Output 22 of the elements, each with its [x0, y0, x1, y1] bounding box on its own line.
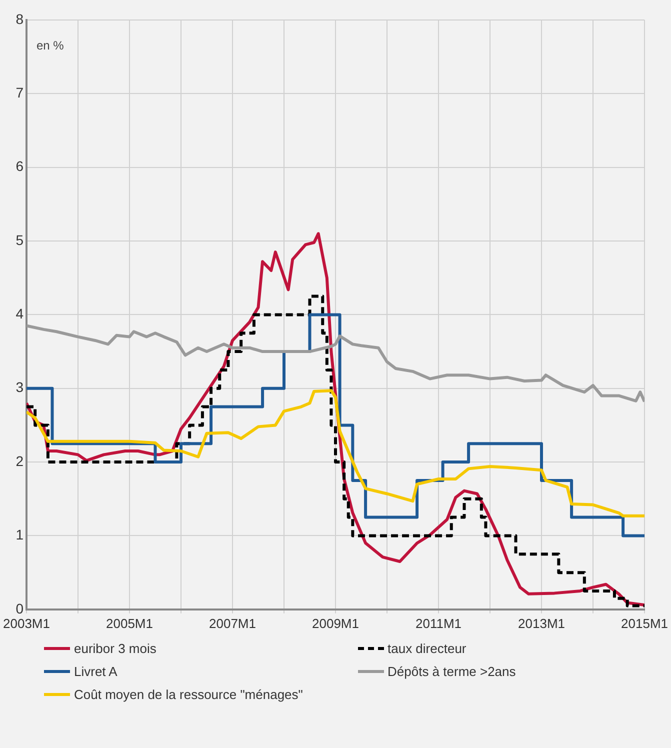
legend-label: Dépôts à terme >2ans — [388, 664, 516, 679]
x-tick-label: 2007M1 — [209, 616, 256, 631]
x-tick-label: 2009M1 — [312, 616, 359, 631]
legend-label: euribor 3 mois — [74, 641, 156, 656]
legend-label: Coût moyen de la ressource "ménages" — [74, 687, 303, 702]
y-tick-label: 6 — [16, 158, 24, 174]
x-tick-label: 2005M1 — [106, 616, 153, 631]
y-tick-label: 0 — [16, 600, 24, 616]
x-tick-label: 2015M1 — [621, 616, 668, 631]
annotation: en % — [36, 38, 64, 52]
y-tick-label: 1 — [16, 526, 24, 543]
y-tick-label: 3 — [16, 379, 24, 396]
x-tick-label: 2003M1 — [2, 616, 50, 631]
legend-label: Livret A — [74, 664, 118, 679]
y-tick-label: 7 — [16, 84, 24, 101]
x-tick-label: 2011M1 — [415, 616, 462, 631]
y-tick-label: 2 — [16, 452, 24, 469]
y-tick-label: 8 — [16, 10, 24, 27]
legend-label: taux directeur — [388, 641, 466, 656]
x-tick-label: 2013M1 — [518, 616, 565, 631]
y-tick-label: 4 — [16, 306, 24, 322]
y-tick-label: 5 — [16, 232, 24, 248]
